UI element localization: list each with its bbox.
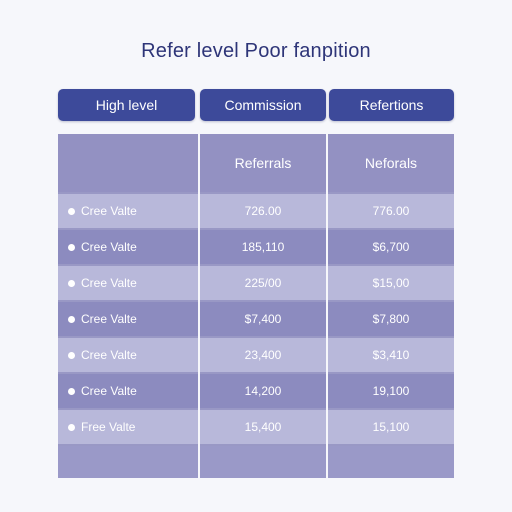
table-row[interactable]: Cree Valte $7,400 $7,800: [58, 302, 454, 336]
table-row[interactable]: Cree Valte 726.00 776.00: [58, 194, 454, 228]
row-value-col2: 225/00: [244, 276, 282, 290]
table-footer-row: [58, 446, 454, 478]
row-value-col3: 15,100: [372, 420, 410, 434]
row-value-col3: 776.00: [372, 204, 410, 218]
row-value-col3: $7,800: [372, 312, 410, 326]
high-level-button[interactable]: High level: [58, 89, 195, 121]
commission-button[interactable]: Commission: [200, 89, 326, 121]
table-row[interactable]: Cree Valte 225/00 $15,00: [58, 266, 454, 300]
circle-icon: [68, 243, 75, 251]
column-header-neforals: Neforals: [364, 155, 418, 171]
table-row[interactable]: Free Valte 15,400 15,100: [58, 410, 454, 444]
column-header-referrals: Referrals: [234, 155, 292, 171]
circle-icon: [68, 207, 75, 215]
circle-icon: [68, 423, 75, 431]
row-value-col2: 15,400: [244, 420, 282, 434]
data-table: Referrals Neforals Cree Valte 726.00 776…: [58, 134, 454, 478]
row-value-col3: $3,410: [372, 348, 410, 362]
row-value-col3: $15,00: [372, 276, 410, 290]
table-header-row: Referrals Neforals: [58, 134, 454, 192]
row-value-col2: 185,110: [241, 240, 285, 254]
row-label: Cree Valte: [81, 312, 137, 326]
page-title: Refer level Poor fanpition: [141, 40, 371, 62]
table-row[interactable]: Cree Valte 23,400 $3,410: [58, 338, 454, 372]
column-divider: [326, 134, 328, 478]
row-value-col2: 726.00: [244, 204, 282, 218]
row-value-col3: 19,100: [372, 384, 410, 398]
circle-icon: [68, 387, 75, 395]
column-divider: [198, 134, 200, 478]
circle-icon: [68, 351, 75, 359]
referrals-button[interactable]: Refertions: [329, 89, 454, 121]
row-value-col3: $6,700: [372, 240, 410, 254]
row-label: Cree Valte: [81, 384, 137, 398]
row-value-col2: 14,200: [244, 384, 282, 398]
column-header-label: [58, 134, 198, 192]
row-value-col2: $7,400: [244, 312, 282, 326]
row-label: Cree Valte: [81, 240, 137, 254]
circle-icon: [68, 279, 75, 287]
table-row[interactable]: Cree Valte 185,110 $6,700: [58, 230, 454, 264]
row-value-col2: 23,400: [244, 348, 282, 362]
row-label: Free Valte: [81, 420, 136, 434]
circle-icon: [68, 315, 75, 323]
row-label: Cree Valte: [81, 348, 137, 362]
row-label: Cree Valte: [81, 276, 137, 290]
header-button-row: High level Commission Refertions: [58, 89, 454, 121]
row-label: Cree Valte: [81, 204, 137, 218]
table-row[interactable]: Cree Valte 14,200 19,100: [58, 374, 454, 408]
